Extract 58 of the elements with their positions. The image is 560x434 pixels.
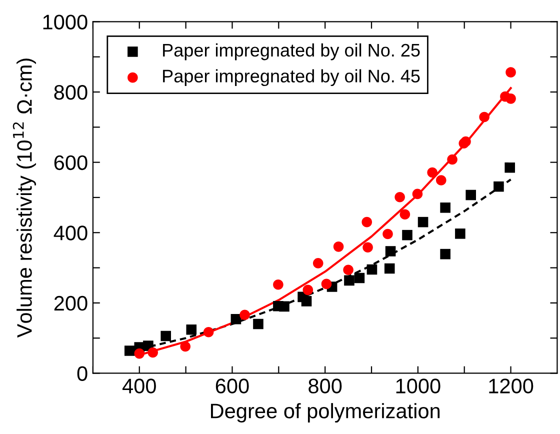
- point: [186, 324, 197, 335]
- point: [354, 272, 365, 284]
- point: [466, 190, 476, 200]
- x-tick-label: 1200: [489, 378, 534, 394]
- point: [321, 278, 332, 290]
- y-tick-label: 1000: [43, 14, 88, 30]
- point: [344, 275, 354, 286]
- point: [148, 347, 158, 358]
- point: [400, 209, 410, 220]
- y-axis-title: Volume resistivity (10$^{12}$ Ω·cm): [12, 58, 36, 338]
- point: [240, 310, 250, 320]
- point: [436, 175, 446, 186]
- point: [455, 228, 466, 239]
- x-tick-label: 400: [122, 378, 156, 394]
- point: [230, 314, 242, 324]
- point: [333, 242, 344, 252]
- y-tick-label: 400: [54, 226, 88, 240]
- legend-label: Paper impregnated by oil No. 45: [163, 69, 420, 86]
- point: [504, 162, 515, 173]
- point: [384, 263, 395, 274]
- point: [412, 188, 423, 200]
- point: [362, 242, 373, 253]
- point: [506, 94, 516, 104]
- point: [394, 192, 405, 202]
- point: [134, 348, 145, 359]
- point: [302, 284, 314, 296]
- point: [253, 318, 264, 330]
- x-tick-label: 600: [216, 378, 249, 394]
- point: [494, 181, 504, 192]
- y-tick-label: 0: [77, 366, 88, 381]
- point: [385, 246, 396, 256]
- point: [273, 280, 284, 290]
- point: [301, 296, 312, 306]
- y-tick-label: 800: [54, 85, 88, 100]
- point: [362, 216, 372, 228]
- legend-label: Paper impregnated by oil No. 25: [163, 43, 420, 60]
- y-tick-label: 200: [54, 296, 88, 311]
- point: [382, 228, 393, 240]
- point: [279, 301, 290, 312]
- point: [366, 264, 378, 275]
- point: [180, 341, 190, 352]
- x-axis-title: Degree of polymerization: [211, 403, 440, 422]
- point: [312, 258, 324, 268]
- point: [479, 112, 490, 122]
- point: [124, 346, 135, 356]
- point: [160, 330, 171, 342]
- point: [440, 248, 450, 260]
- x-tick-label: 1000: [396, 378, 440, 394]
- point: [418, 216, 428, 228]
- point: [506, 67, 516, 78]
- y-tick-label: 600: [54, 155, 88, 170]
- point: [203, 326, 214, 338]
- point: [427, 167, 438, 178]
- point: [440, 202, 450, 213]
- x-tick-label: 800: [308, 378, 342, 394]
- point: [343, 264, 354, 276]
- point: [447, 154, 458, 165]
- point: [402, 230, 412, 240]
